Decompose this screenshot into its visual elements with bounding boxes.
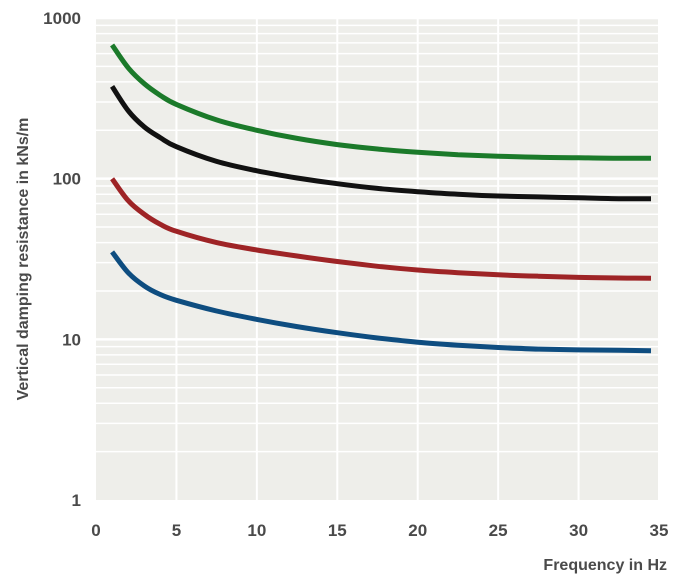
x-tick-label: 35 xyxy=(650,521,669,540)
x-tick-label: 10 xyxy=(247,521,266,540)
x-tick-label: 0 xyxy=(91,521,100,540)
y-tick-label: 1 xyxy=(72,491,81,510)
series-line-2 xyxy=(110,85,652,202)
x-tick-labels: 0 5 10 15 20 25 30 35 xyxy=(91,521,668,540)
series-group xyxy=(110,43,652,354)
x-tick-label: 20 xyxy=(408,521,427,540)
x-tick-label: 15 xyxy=(328,521,347,540)
x-tick-label: 5 xyxy=(172,521,181,540)
series-line-1 xyxy=(110,43,652,161)
series-line-3 xyxy=(110,177,652,281)
plot-background xyxy=(96,18,659,500)
x-tick-label: 25 xyxy=(489,521,508,540)
grid xyxy=(96,16,660,500)
y-axis-label: Vertical damping resistance in kNs/m xyxy=(15,118,32,401)
y-tick-label: 10 xyxy=(62,330,81,349)
x-axis-label: Frequency in Hz xyxy=(543,557,667,574)
y-tick-label: 100 xyxy=(53,170,81,189)
y-tick-labels: 1 10 100 1000 xyxy=(43,9,81,510)
x-tick-label: 30 xyxy=(569,521,588,540)
y-tick-label: 1000 xyxy=(43,9,81,28)
series-line-4 xyxy=(110,250,652,354)
